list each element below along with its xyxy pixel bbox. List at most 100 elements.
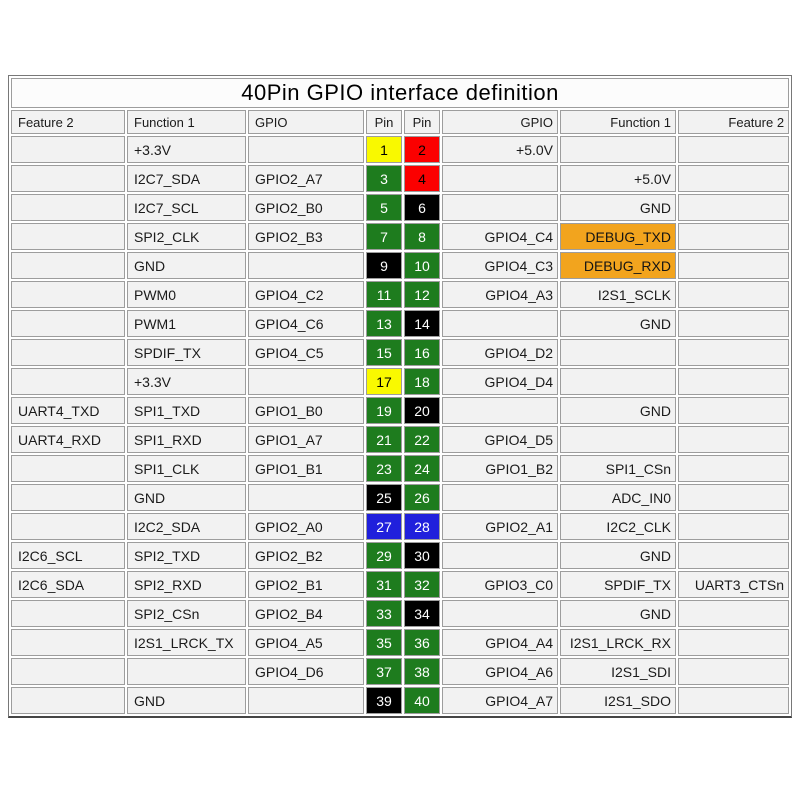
pin-left-cell: 15 <box>366 339 402 366</box>
function1-right-cell: I2S1_SDI <box>560 658 676 685</box>
pin-left-cell: 3 <box>366 165 402 192</box>
gpio-left-cell: GPIO4_C6 <box>248 310 364 337</box>
pin-right-cell: 16 <box>404 339 440 366</box>
gpio-left-cell: GPIO1_A7 <box>248 426 364 453</box>
feature2-left-cell <box>11 513 125 540</box>
gpio-right-cell: GPIO4_C4 <box>442 223 558 250</box>
feature2-left-cell: I2C6_SDA <box>11 571 125 598</box>
gpio-left-cell: GPIO2_B3 <box>248 223 364 250</box>
pin-left-cell: 1 <box>366 136 402 163</box>
function1-right-cell: I2S1_SDO <box>560 687 676 714</box>
pin-left-cell: 25 <box>366 484 402 511</box>
pin-right-cell: 6 <box>404 194 440 221</box>
function1-left-cell: SPI1_RXD <box>127 426 246 453</box>
pin-left-cell: 33 <box>366 600 402 627</box>
function1-right-cell: DEBUG_TXD <box>560 223 676 250</box>
feature2-right-cell <box>678 397 790 424</box>
table-row: SPI2_CLK GPIO2_B3 7 8 GPIO4_C4 DEBUG_TXD <box>11 223 790 250</box>
gpio-right-cell: GPIO4_A7 <box>442 687 558 714</box>
pin-left-cell: 5 <box>366 194 402 221</box>
function1-right-cell <box>560 339 676 366</box>
gpio-right-cell: GPIO4_C3 <box>442 252 558 279</box>
header-pin-left: Pin <box>366 110 402 134</box>
gpio-right-cell <box>442 194 558 221</box>
pin-right-cell: 20 <box>404 397 440 424</box>
feature2-right-cell <box>678 310 790 337</box>
table-row: +3.3V 17 18 GPIO4_D4 <box>11 368 790 395</box>
table-row: I2C7_SCL GPIO2_B0 5 6 GND <box>11 194 790 221</box>
pin-left-cell: 31 <box>366 571 402 598</box>
function1-right-cell: SPI1_CSn <box>560 455 676 482</box>
gpio-left-cell <box>248 136 364 163</box>
pin-right-cell: 8 <box>404 223 440 250</box>
gpio-right-cell: GPIO4_D5 <box>442 426 558 453</box>
pin-left-cell: 9 <box>366 252 402 279</box>
pin-left-cell: 11 <box>366 281 402 308</box>
pin-left-cell: 23 <box>366 455 402 482</box>
function1-left-cell: I2C7_SDA <box>127 165 246 192</box>
gpio-left-cell: GPIO4_C2 <box>248 281 364 308</box>
table-row: SPI2_CSn GPIO2_B4 33 34 GND <box>11 600 790 627</box>
feature2-right-cell <box>678 484 790 511</box>
gpio-right-cell <box>442 310 558 337</box>
pin-left-cell: 21 <box>366 426 402 453</box>
feature2-right-cell <box>678 629 790 656</box>
feature2-left-cell <box>11 629 125 656</box>
gpio-left-cell: GPIO2_B0 <box>248 194 364 221</box>
table-row: PWM0 GPIO4_C2 11 12 GPIO4_A3 I2S1_SCLK <box>11 281 790 308</box>
pin-right-cell: 24 <box>404 455 440 482</box>
pin-right-cell: 38 <box>404 658 440 685</box>
function1-left-cell: SPI1_TXD <box>127 397 246 424</box>
header-feature2-right: Feature 2 <box>678 110 790 134</box>
pin-right-cell: 40 <box>404 687 440 714</box>
feature2-left-cell <box>11 310 125 337</box>
gpio-left-cell: GPIO1_B0 <box>248 397 364 424</box>
header-function1-right: Function 1 <box>560 110 676 134</box>
table-row: GPIO4_D6 37 38 GPIO4_A6 I2S1_SDI <box>11 658 790 685</box>
gpio-right-cell <box>442 397 558 424</box>
feature2-right-cell <box>678 194 790 221</box>
pin-right-cell: 28 <box>404 513 440 540</box>
function1-left-cell: +3.3V <box>127 368 246 395</box>
gpio-left-cell <box>248 687 364 714</box>
feature2-left-cell: UART4_RXD <box>11 426 125 453</box>
header-gpio-right: GPIO <box>442 110 558 134</box>
gpio-left-cell: GPIO2_B4 <box>248 600 364 627</box>
header-feature2-left: Feature 2 <box>11 110 125 134</box>
function1-right-cell: I2C2_CLK <box>560 513 676 540</box>
gpio-pinout-table: 40Pin GPIO interface definition Feature … <box>8 75 793 718</box>
function1-right-cell: GND <box>560 542 676 569</box>
pin-left-cell: 35 <box>366 629 402 656</box>
function1-left-cell: I2S1_LRCK_TX <box>127 629 246 656</box>
function1-left-cell: SPI1_CLK <box>127 455 246 482</box>
gpio-left-cell: GPIO2_B1 <box>248 571 364 598</box>
table-row: UART4_RXD SPI1_RXD GPIO1_A7 21 22 GPIO4_D5 <box>11 426 790 453</box>
gpio-right-cell <box>442 600 558 627</box>
gpio-left-cell: GPIO2_B2 <box>248 542 364 569</box>
gpio-left-cell: GPIO4_A5 <box>248 629 364 656</box>
pin-left-cell: 39 <box>366 687 402 714</box>
function1-right-cell: DEBUG_RXD <box>560 252 676 279</box>
function1-left-cell: I2C2_SDA <box>127 513 246 540</box>
gpio-left-cell: GPIO1_B1 <box>248 455 364 482</box>
gpio-left-cell: GPIO2_A7 <box>248 165 364 192</box>
table-row: GND 25 26 ADC_IN0 <box>11 484 790 511</box>
pin-left-cell: 17 <box>366 368 402 395</box>
feature2-right-cell: UART3_CTSn <box>678 571 790 598</box>
pin-right-cell: 22 <box>404 426 440 453</box>
pin-right-cell: 36 <box>404 629 440 656</box>
gpio-right-cell <box>442 484 558 511</box>
gpio-left-cell: GPIO4_D6 <box>248 658 364 685</box>
function1-left-cell: GND <box>127 687 246 714</box>
function1-right-cell: +5.0V <box>560 165 676 192</box>
function1-left-cell: +3.3V <box>127 136 246 163</box>
gpio-right-cell: GPIO4_D4 <box>442 368 558 395</box>
table-row: PWM1 GPIO4_C6 13 14 GND <box>11 310 790 337</box>
function1-right-cell <box>560 368 676 395</box>
feature2-left-cell <box>11 194 125 221</box>
table-row: I2C7_SDA GPIO2_A7 3 4 +5.0V <box>11 165 790 192</box>
feature2-right-cell <box>678 426 790 453</box>
gpio-right-cell: GPIO1_B2 <box>442 455 558 482</box>
table-row: SPI1_CLK GPIO1_B1 23 24 GPIO1_B2 SPI1_CSn <box>11 455 790 482</box>
pin-right-cell: 30 <box>404 542 440 569</box>
